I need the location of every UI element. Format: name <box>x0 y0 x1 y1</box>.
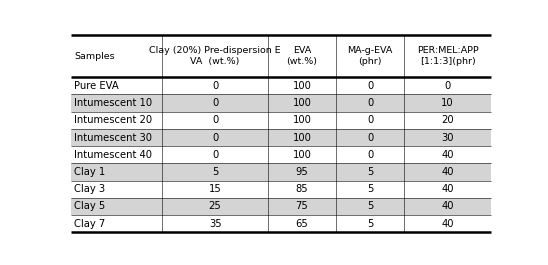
Text: 0: 0 <box>367 150 373 160</box>
Text: 5: 5 <box>212 167 218 177</box>
Text: 0: 0 <box>212 132 218 143</box>
Text: 5: 5 <box>367 184 373 194</box>
Text: 5: 5 <box>367 201 373 211</box>
Text: 100: 100 <box>293 132 311 143</box>
Text: 0: 0 <box>212 115 218 125</box>
Text: MA-g-EVA
(phr): MA-g-EVA (phr) <box>347 46 393 66</box>
Text: 25: 25 <box>209 201 221 211</box>
Text: 85: 85 <box>296 184 309 194</box>
Bar <box>71 198 491 215</box>
Text: 40: 40 <box>441 150 454 160</box>
Text: Intumescent 40: Intumescent 40 <box>74 150 152 160</box>
Text: Clay 3: Clay 3 <box>74 184 105 194</box>
Text: 0: 0 <box>367 81 373 91</box>
Text: Samples: Samples <box>74 52 115 61</box>
Bar <box>71 95 491 112</box>
Bar <box>71 163 491 180</box>
Text: 30: 30 <box>441 132 454 143</box>
Text: PER:MEL:APP
[1:1:3](phr): PER:MEL:APP [1:1:3](phr) <box>416 46 478 66</box>
Text: Clay 1: Clay 1 <box>74 167 105 177</box>
Text: Pure EVA: Pure EVA <box>74 81 119 91</box>
Text: 100: 100 <box>293 81 311 91</box>
Bar <box>71 129 491 146</box>
Text: Clay (20%) Pre-dispersion E
VA  (wt.%): Clay (20%) Pre-dispersion E VA (wt.%) <box>149 46 281 66</box>
Text: 5: 5 <box>367 167 373 177</box>
Text: 0: 0 <box>212 81 218 91</box>
Text: 35: 35 <box>209 219 221 229</box>
Text: 40: 40 <box>441 184 454 194</box>
Text: 0: 0 <box>212 98 218 108</box>
Text: Clay 5: Clay 5 <box>74 201 105 211</box>
Text: 15: 15 <box>209 184 221 194</box>
Bar <box>71 180 491 198</box>
Text: EVA
(wt.%): EVA (wt.%) <box>287 46 317 66</box>
Text: Clay 7: Clay 7 <box>74 219 105 229</box>
Bar <box>71 215 491 232</box>
Text: 0: 0 <box>367 115 373 125</box>
Text: 5: 5 <box>367 219 373 229</box>
Text: 0: 0 <box>367 132 373 143</box>
Text: 40: 40 <box>441 167 454 177</box>
Text: 0: 0 <box>212 150 218 160</box>
Text: Intumescent 10: Intumescent 10 <box>74 98 152 108</box>
Text: Intumescent 30: Intumescent 30 <box>74 132 152 143</box>
Bar <box>71 112 491 129</box>
Text: Intumescent 20: Intumescent 20 <box>74 115 152 125</box>
Text: 100: 100 <box>293 150 311 160</box>
Text: 100: 100 <box>293 115 311 125</box>
Text: 95: 95 <box>295 167 309 177</box>
Text: 65: 65 <box>295 219 309 229</box>
Text: 10: 10 <box>441 98 454 108</box>
Text: 75: 75 <box>295 201 309 211</box>
Text: 40: 40 <box>441 201 454 211</box>
Bar <box>71 35 491 77</box>
Bar <box>71 146 491 163</box>
Text: 0: 0 <box>444 81 451 91</box>
Text: 100: 100 <box>293 98 311 108</box>
Bar <box>71 77 491 95</box>
Text: 20: 20 <box>441 115 454 125</box>
Text: 0: 0 <box>367 98 373 108</box>
Text: 40: 40 <box>441 219 454 229</box>
